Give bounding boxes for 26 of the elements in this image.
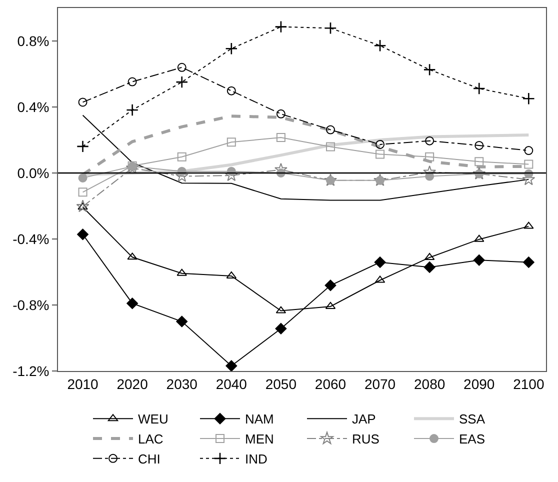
y-tick-label: 0.8% [17,32,50,49]
legend-label: WEU [138,412,168,427]
legend-label: SSA [459,412,486,427]
legend-label: EAS [459,432,486,447]
legend-label: JAP [352,412,376,427]
legend-label: NAM [245,412,274,427]
y-tick-label: -0.8% [12,296,50,313]
x-tick-label: 2070 [364,376,396,392]
y-tick-label: 0.0% [17,164,50,181]
y-tick-label: -0.4% [12,230,50,247]
x-tick-label: 2050 [265,376,297,392]
y-tick-label: -1.2% [12,362,50,379]
x-tick-label: 2030 [166,376,198,392]
x-tick-label: 2060 [314,376,346,392]
legend-label: RUS [352,432,380,447]
y-tick-label: 0.4% [17,98,50,115]
x-tick-label: 2020 [116,376,148,392]
legend-label: IND [245,451,268,466]
x-tick-label: 2080 [414,376,446,392]
legend-label: CHI [138,451,160,466]
legend-label: LAC [138,432,164,447]
x-tick-label: 2010 [67,376,99,392]
x-tick-label: 2040 [216,376,248,392]
x-tick-label: 2090 [464,376,495,392]
x-tick-label: 2100 [513,376,544,392]
legend-label: MEN [245,432,274,447]
